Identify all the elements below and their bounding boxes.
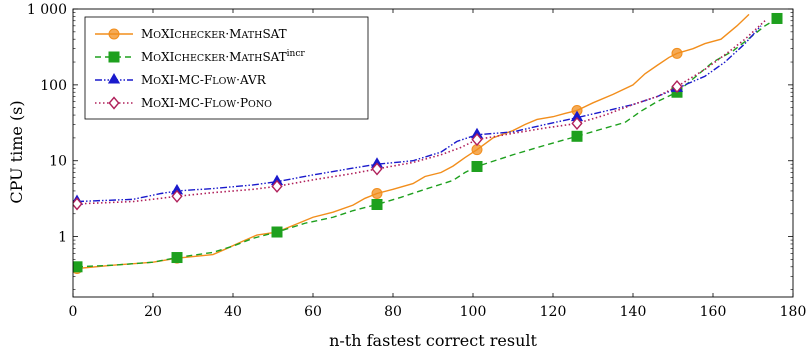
series-point — [371, 199, 383, 211]
series-point — [471, 160, 483, 172]
series-point — [471, 133, 483, 147]
series-point — [571, 116, 583, 131]
series-point — [73, 261, 83, 273]
x-tick-label: 0 — [69, 304, 78, 320]
y-tick-label: 1 — [58, 230, 67, 246]
series-point — [271, 226, 283, 238]
x-tick-label: 160 — [700, 304, 727, 320]
x-tick-label: 180 — [780, 304, 807, 320]
legend-marker — [107, 73, 121, 84]
legend-marker — [108, 51, 120, 63]
series-line — [76, 20, 766, 205]
series-line — [76, 13, 750, 270]
series-point — [571, 130, 583, 142]
legend-marker — [108, 96, 120, 110]
x-tick-label: 100 — [460, 304, 487, 320]
legend-label: MOXI-MC-FLOW·PONO — [141, 96, 272, 110]
legend-label: MOXICHECKER·MATHSATincr — [141, 49, 305, 64]
plot-frame — [72, 8, 794, 298]
series-point — [671, 79, 683, 94]
legend: MOXICHECKER·MATHSAT MOXICHECKER·MATHSATin… — [84, 16, 369, 120]
series-line — [76, 17, 778, 268]
series-point — [371, 162, 383, 176]
legend-entry: MOXI-MC-FLOW·AVR — [95, 73, 267, 87]
y-tick-label: 100 — [40, 78, 67, 94]
legend-entry: MOXICHECKER·MATHSAT — [95, 27, 287, 41]
legend-entry: MOXICHECKER·MATHSATincr — [95, 49, 305, 64]
series-point — [771, 12, 783, 24]
axes: 0 20 40 60 80 100 120 140 160 180 1 10 100 1 000 — [27, 2, 806, 320]
series-point — [73, 197, 83, 211]
x-tick-label: 60 — [304, 304, 322, 320]
x-tick-label: 80 — [384, 304, 402, 320]
x-tick-label: 40 — [224, 304, 242, 320]
series-point — [371, 188, 383, 200]
series-point — [171, 189, 183, 203]
y-tick-label: 1 000 — [27, 2, 67, 18]
legend-label: MOXICHECKER·MATHSAT — [141, 27, 287, 41]
y-tick-label: 10 — [49, 154, 67, 170]
series-point — [671, 47, 683, 59]
plot-border — [72, 8, 794, 298]
series-point — [171, 252, 183, 264]
x-tick-label: 120 — [540, 304, 567, 320]
y-axis-title: CPU time (s) — [7, 100, 26, 203]
series-layer — [73, 12, 783, 274]
x-tick-label: 20 — [144, 304, 162, 320]
series-4 — [73, 20, 766, 211]
series-point — [271, 179, 283, 193]
legend-label: MOXI-MC-FLOW·AVR — [141, 73, 267, 87]
legend-marker — [108, 28, 120, 40]
legend-entry: MOXI-MC-FLOW·PONO — [95, 96, 272, 110]
x-tick-label: 140 — [620, 304, 647, 320]
x-axis-title: n-th fastest correct result — [329, 331, 537, 350]
